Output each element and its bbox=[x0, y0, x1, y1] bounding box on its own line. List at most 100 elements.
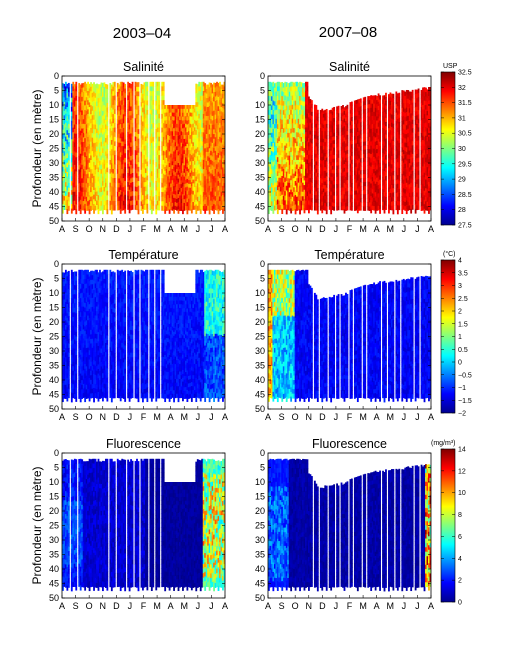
x-tick-label: F bbox=[347, 412, 353, 422]
y-tick-label: 40 bbox=[49, 564, 59, 574]
colorbar-tick-label: 2 bbox=[458, 309, 462, 316]
y-tick-label: 0 bbox=[260, 259, 265, 269]
x-tick-label: A bbox=[168, 412, 174, 422]
y-tick-label: 50 bbox=[255, 404, 265, 414]
colorbars: 27.52828.52929.53030.53131.53232.5USP−2−… bbox=[431, 63, 472, 607]
x-tick-label: A bbox=[428, 412, 434, 422]
y-tick-label: 45 bbox=[49, 390, 59, 400]
y-tick-label: 35 bbox=[49, 550, 59, 560]
y-tick-label: 5 bbox=[260, 86, 265, 96]
x-tick-label: M bbox=[359, 412, 367, 422]
x-tick-label: A bbox=[222, 224, 228, 234]
x-tick-label: N bbox=[100, 224, 107, 234]
x-tick-label: N bbox=[100, 412, 107, 422]
colorbar-tick-label: −0.5 bbox=[458, 372, 472, 379]
heatmap-cells bbox=[62, 269, 225, 403]
panel-title: Salinité bbox=[123, 60, 164, 74]
y-tick-label: 50 bbox=[49, 216, 59, 226]
y-tick-label: 50 bbox=[49, 404, 59, 414]
x-tick-label: M bbox=[387, 224, 395, 234]
y-tick-label: 35 bbox=[49, 173, 59, 183]
x-tick-label: J bbox=[402, 224, 407, 234]
x-tick-label: A bbox=[374, 224, 380, 234]
y-tick-label: 15 bbox=[255, 303, 265, 313]
x-tick-label: N bbox=[306, 601, 313, 611]
y-tick-label: 45 bbox=[255, 579, 265, 589]
x-tick-label: A bbox=[222, 601, 228, 611]
x-tick-label: D bbox=[113, 412, 120, 422]
y-tick-label: 15 bbox=[49, 303, 59, 313]
y-tick-label: 10 bbox=[49, 477, 59, 487]
x-tick-label: J bbox=[402, 601, 407, 611]
y-tick-label: 30 bbox=[49, 158, 59, 168]
x-tick-label: A bbox=[168, 601, 174, 611]
x-tick-label: D bbox=[319, 224, 326, 234]
panel-title: Température bbox=[108, 248, 178, 262]
y-tick-label: 20 bbox=[49, 506, 59, 516]
y-tick-label: 40 bbox=[49, 187, 59, 197]
x-tick-label: D bbox=[319, 412, 326, 422]
x-tick-label: D bbox=[113, 601, 120, 611]
x-tick-label: N bbox=[306, 412, 313, 422]
x-tick-label: S bbox=[279, 412, 285, 422]
y-tick-label: 5 bbox=[54, 86, 59, 96]
y-tick-label: 40 bbox=[49, 375, 59, 385]
colorbar-tick-label: 8 bbox=[458, 512, 462, 519]
colorbar-tick-label: 30 bbox=[458, 146, 466, 153]
y-tick-label: 30 bbox=[255, 346, 265, 356]
x-tick-label: J bbox=[415, 412, 420, 422]
x-tick-label: M bbox=[387, 412, 395, 422]
x-tick-label: D bbox=[113, 224, 120, 234]
y-tick-label: 45 bbox=[49, 202, 59, 212]
colorbar-tick-label: 1.5 bbox=[458, 321, 468, 328]
colorbar-tick-label: 28 bbox=[458, 207, 466, 214]
x-tick-label: A bbox=[374, 412, 380, 422]
heatmap-cells bbox=[268, 458, 431, 592]
colorbar-tick-label: 2 bbox=[458, 578, 462, 585]
colorbar-tick-label: 29.5 bbox=[458, 161, 472, 168]
x-tick-label: O bbox=[86, 224, 93, 234]
x-tick-label: A bbox=[374, 601, 380, 611]
y-tick-label: 35 bbox=[255, 173, 265, 183]
colorbar-tick-label: −2 bbox=[458, 411, 466, 418]
colorbar-unit: USP bbox=[443, 63, 458, 70]
x-tick-label: M bbox=[181, 601, 189, 611]
colorbar-tick-label: 31.5 bbox=[458, 100, 472, 107]
y-tick-label: 35 bbox=[255, 361, 265, 371]
x-tick-label: J bbox=[334, 412, 339, 422]
colorbar-temperature: −2 −1.5 −1 −0.5 0 0.5 1 1.5 2 2.5 3 3.5 4(°C) bbox=[440, 250, 472, 418]
y-tick-label: 50 bbox=[255, 593, 265, 603]
x-tick-label: F bbox=[347, 601, 353, 611]
x-tick-label: F bbox=[141, 412, 147, 422]
x-tick-label: J bbox=[415, 601, 420, 611]
colorbar-fluorescence: 0 2 4 6 8 10 12 14(mg/m³) bbox=[431, 440, 466, 607]
colorbar-tick-label: 14 bbox=[458, 447, 466, 454]
y-tick-label: 10 bbox=[255, 100, 265, 110]
y-tick-label: 40 bbox=[255, 564, 265, 574]
y-tick-label: 15 bbox=[49, 115, 59, 125]
colorbar-unit: (°C) bbox=[443, 250, 456, 258]
x-tick-label: M bbox=[181, 412, 189, 422]
y-tick-label: 30 bbox=[255, 158, 265, 168]
x-tick-label: J bbox=[196, 601, 201, 611]
y-tick-label: 40 bbox=[255, 187, 265, 197]
x-tick-label: A bbox=[222, 412, 228, 422]
heatmap-cells bbox=[268, 269, 431, 403]
colorbar-tick-label: 32.5 bbox=[458, 70, 472, 77]
y-axis-label-fluorescence: Profondeur (en mètre) bbox=[30, 466, 44, 584]
colorbar-tick-label: 29 bbox=[458, 177, 466, 184]
y-tick-label: 10 bbox=[49, 288, 59, 298]
y-tick-label: 25 bbox=[255, 332, 265, 342]
x-tick-label: J bbox=[128, 412, 133, 422]
x-tick-label: J bbox=[334, 224, 339, 234]
y-tick-label: 35 bbox=[49, 361, 59, 371]
y-tick-label: 30 bbox=[255, 535, 265, 545]
colorbar-tick-label: 1 bbox=[458, 334, 462, 341]
x-tick-label: M bbox=[359, 224, 367, 234]
colorbar-tick-label: 2.5 bbox=[458, 296, 468, 303]
x-tick-label: J bbox=[209, 601, 214, 611]
x-tick-label: M bbox=[153, 601, 161, 611]
